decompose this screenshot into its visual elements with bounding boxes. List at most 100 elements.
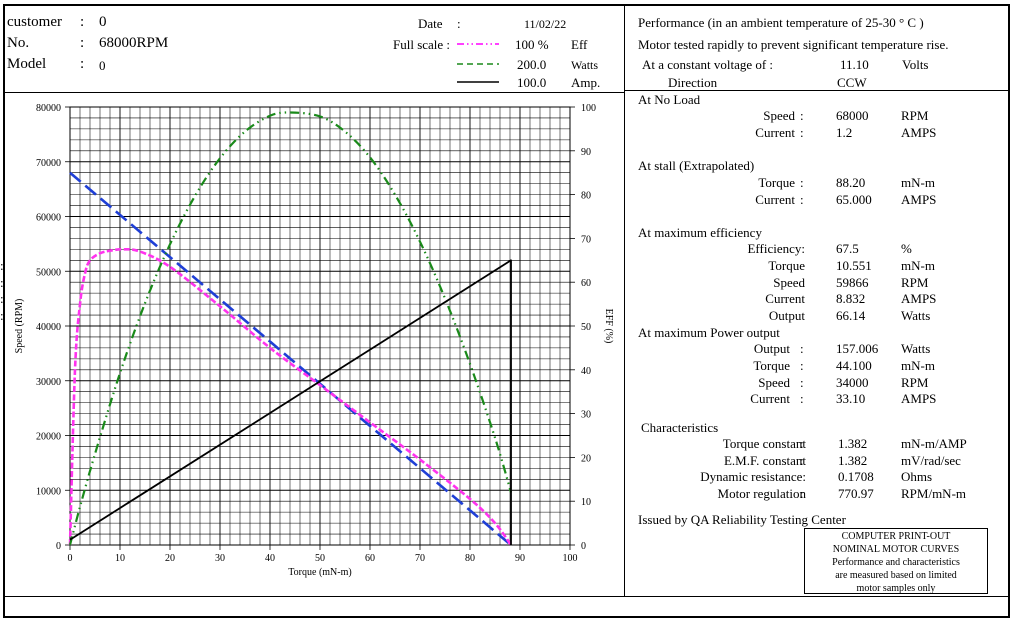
note-line: motor samples only — [856, 583, 936, 594]
row-label: Output — [768, 308, 805, 324]
model-value: 0 — [99, 58, 106, 73]
row-unit: mN-m — [901, 357, 935, 373]
voltage-label: At a constant voltage of : — [642, 57, 774, 72]
row-label: Current — [755, 124, 795, 140]
y2-tick-label: 80 — [581, 191, 591, 202]
y2-tick-label: 60 — [581, 278, 591, 289]
section-title: At stall (Extrapolated) — [638, 158, 755, 173]
row-unit: mN-m — [901, 175, 935, 190]
section-title: At maximum efficiency — [638, 225, 762, 240]
direction-value: CCW — [837, 75, 867, 90]
bottom-divider — [4, 596, 1009, 597]
legend-lines — [457, 43, 499, 83]
row-unit: Watts — [901, 308, 931, 324]
x-tick-label: 90 — [515, 553, 525, 564]
row-colon: : — [800, 391, 804, 407]
voltage-value: 11.10 — [840, 57, 869, 72]
row-colon: : — [800, 124, 804, 140]
y2-tick-label: 70 — [581, 234, 591, 245]
date-colon: : — [457, 16, 461, 31]
row-value: 65.000 — [836, 191, 872, 207]
row-unit: AMPS — [901, 391, 937, 407]
row-label: Output — [753, 341, 790, 356]
no-label: No. — [7, 35, 30, 51]
y-tick-label: 60000 — [36, 213, 61, 224]
date-value: 11/02/22 — [524, 17, 567, 31]
row-unit: % — [901, 241, 912, 256]
row-value: 33.10 — [836, 391, 866, 407]
row-unit: RPM — [901, 108, 929, 123]
x-tick-label: 10 — [115, 553, 125, 564]
row-colon: : — [800, 341, 804, 356]
row-value: 0.1708 — [838, 469, 874, 484]
fullscale-label: Full scale : — [393, 37, 451, 52]
performance-title: Performance (in an ambient temperature o… — [638, 15, 924, 30]
y-tick-label: 10000 — [36, 486, 61, 497]
x-tick-label: 100 — [563, 553, 578, 564]
no-value: 68000RPM — [99, 35, 169, 51]
row-label: E.M.F. constant — [723, 452, 806, 468]
row-colon: : — [800, 357, 804, 373]
row-value: 8.832 — [836, 291, 866, 307]
row-colon: : — [800, 191, 804, 207]
model-label: Model — [7, 56, 47, 72]
x-tick-label: 80 — [465, 553, 475, 564]
customer-label: customer — [7, 14, 62, 30]
legend-amp-unit: Amp. — [571, 75, 601, 90]
row-label: Speed — [773, 274, 805, 290]
row-unit: AMPS — [901, 191, 937, 207]
y-tick-label: 30000 — [36, 377, 61, 388]
y-tick-label: 50000 — [36, 267, 61, 278]
section-title: At maximum Power output — [638, 325, 780, 340]
x-axis-label: Torque (mN-m) — [288, 567, 351, 578]
row-value: 1.382 — [838, 436, 868, 451]
y-tick-label: 80000 — [36, 103, 61, 114]
row-colon: : — [800, 452, 804, 468]
row-colon: : — [800, 485, 804, 501]
row-label: Efficiency: — [747, 241, 805, 256]
motor-curve-chart: 0 10 20 30 40 50 60 70 80 90 100010000200003000040… — [14, 103, 614, 578]
y2-tick-label: 0 — [581, 541, 586, 552]
performance-subtitle: Motor tested rapidly to prevent signific… — [638, 37, 949, 52]
row-value: 88.20 — [836, 175, 866, 190]
series-efficiency-line — [68, 248, 513, 546]
legend-eff-value: 100 % — [515, 37, 549, 52]
section-title: Characteristics — [641, 420, 719, 435]
row-label: Torque — [768, 257, 805, 273]
row-label: Torque — [758, 175, 795, 190]
row-label: Speed — [763, 108, 795, 123]
y2-tick-label: 10 — [581, 497, 591, 508]
row-label: Current — [765, 291, 805, 307]
row-value: 66.14 — [836, 308, 866, 324]
direction-underline — [625, 90, 1009, 91]
row-value: 44.100 — [836, 357, 872, 373]
row-unit: Ohms — [901, 469, 933, 484]
y-tick-label: 40000 — [36, 322, 61, 333]
row-unit: Watts — [901, 341, 931, 356]
row-unit: RPM — [901, 374, 929, 390]
date-label: Date — [418, 16, 443, 31]
issued-by: Issued by QA Reliability Testing Center — [638, 512, 846, 527]
legend-amp-value: 100.0 — [517, 75, 547, 90]
series-speed-line — [69, 171, 512, 546]
series-current-line — [69, 259, 512, 545]
row-colon: : — [0, 274, 4, 290]
row-label: Speed — [758, 374, 790, 390]
x-tick-label: 50 — [315, 553, 325, 564]
row-colon: : — [800, 175, 804, 190]
row-label: Current — [750, 391, 790, 407]
voltage-unit: Volts — [902, 57, 929, 72]
row-value: 770.97 — [838, 485, 874, 501]
y2-axis-label: EFF (%) — [603, 309, 614, 344]
row-value: 68000 — [836, 108, 869, 123]
x-tick-label: 0 — [68, 553, 73, 564]
note-line: NOMINAL MOTOR CURVES — [832, 544, 960, 555]
row-label: Current — [755, 191, 795, 207]
note-box: COMPUTER PRINT-OUT NOMINAL MOTOR CURVES … — [804, 528, 988, 594]
row-unit: RPM/mN-m — [901, 485, 967, 501]
y-tick-label: 20000 — [36, 432, 61, 443]
outer-frame — [3, 4, 1010, 618]
x-tick-label: 70 — [415, 553, 425, 564]
row-label: Torque constant — [722, 436, 806, 451]
row-colon: : — [800, 374, 804, 390]
